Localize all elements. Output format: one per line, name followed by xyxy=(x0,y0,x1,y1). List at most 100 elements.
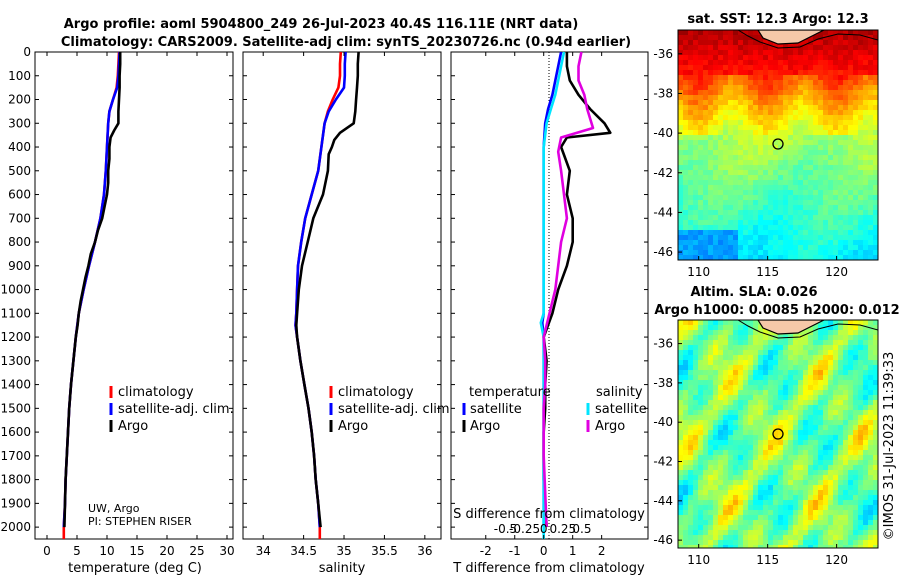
map-cell xyxy=(843,340,849,346)
map-cell xyxy=(743,250,749,256)
map-cell xyxy=(803,95,809,101)
map-cell xyxy=(713,340,719,346)
map-cell xyxy=(823,210,829,216)
xtick-label: 20 xyxy=(159,544,174,558)
map-cell xyxy=(708,510,714,516)
map-cell xyxy=(853,520,859,526)
map-cell xyxy=(683,105,689,111)
map-cell xyxy=(723,135,729,141)
map-cell xyxy=(713,60,719,66)
map-cell xyxy=(718,225,724,231)
map-cell xyxy=(773,125,779,131)
map-cell xyxy=(723,355,729,361)
map-cell xyxy=(833,390,839,396)
map-cell xyxy=(773,255,779,260)
map-cell xyxy=(748,545,754,548)
map-cell xyxy=(798,225,804,231)
map-cell xyxy=(753,430,759,436)
map-cell xyxy=(773,395,779,401)
map-cell xyxy=(823,370,829,376)
map-cell xyxy=(698,200,704,206)
map-cell xyxy=(773,240,779,246)
map-cell xyxy=(743,380,749,386)
ytick-label: 1100 xyxy=(0,306,31,320)
map-cell xyxy=(708,65,714,71)
map-cell xyxy=(868,420,874,426)
map-cell xyxy=(713,375,719,381)
map-cell xyxy=(768,475,774,481)
map-cell xyxy=(728,155,734,161)
map-cell xyxy=(738,365,744,371)
map-cell xyxy=(838,455,844,461)
map-cell xyxy=(678,370,684,376)
map-cell xyxy=(678,135,684,141)
map-cell xyxy=(868,185,874,191)
map-cell xyxy=(698,30,704,36)
map-cell xyxy=(753,525,759,531)
map-cell xyxy=(838,145,844,151)
map-cell xyxy=(763,345,769,351)
map-cell xyxy=(718,250,724,256)
map-cell xyxy=(798,530,804,536)
map-cell xyxy=(848,75,854,81)
map-cell xyxy=(768,170,774,176)
map-cell xyxy=(763,365,769,371)
map-cell xyxy=(753,130,759,136)
map-cell xyxy=(798,480,804,486)
map-cell xyxy=(803,250,809,256)
map-cell xyxy=(753,390,759,396)
map-cell xyxy=(813,130,819,136)
map-cell xyxy=(813,435,819,441)
map-cell xyxy=(778,80,784,86)
map-cell xyxy=(838,190,844,196)
map-cell xyxy=(858,465,864,471)
map-cell xyxy=(723,140,729,146)
map-cell xyxy=(868,70,874,76)
map-cell xyxy=(748,205,754,211)
map-cell xyxy=(738,215,744,221)
map-cell xyxy=(798,205,804,211)
map-cell xyxy=(693,380,699,386)
map-cell xyxy=(783,150,789,156)
map-cell xyxy=(753,530,759,536)
map-cell xyxy=(868,520,874,526)
map-cell xyxy=(753,400,759,406)
map-cell xyxy=(723,325,729,331)
map-cell xyxy=(783,130,789,136)
map-cell xyxy=(798,150,804,156)
map-cell xyxy=(758,470,764,476)
map-cell xyxy=(683,205,689,211)
map-cell xyxy=(828,405,834,411)
map-cell xyxy=(763,170,769,176)
map-cell xyxy=(703,520,709,526)
map-cell xyxy=(723,160,729,166)
map-cell xyxy=(838,180,844,186)
map-cell xyxy=(698,245,704,251)
map-cell xyxy=(698,120,704,126)
map-cell xyxy=(808,195,814,201)
map-cell xyxy=(848,345,854,351)
map-cell xyxy=(748,45,754,51)
map-cell xyxy=(753,405,759,411)
map-cell xyxy=(783,140,789,146)
map-cell xyxy=(723,130,729,136)
map-cell xyxy=(873,145,878,151)
map-cell xyxy=(703,145,709,151)
map-cell xyxy=(813,75,819,81)
map-cell xyxy=(688,250,694,256)
map-cell xyxy=(738,75,744,81)
map-cell xyxy=(713,105,719,111)
map-cell xyxy=(693,355,699,361)
map-cell xyxy=(833,110,839,116)
map-cell xyxy=(688,80,694,86)
map-cell xyxy=(693,340,699,346)
map-cell xyxy=(823,255,829,260)
map-cell xyxy=(863,250,869,256)
map-cell xyxy=(803,505,809,511)
map-cell xyxy=(828,225,834,231)
map-cell xyxy=(843,155,849,161)
map-cell xyxy=(693,545,699,548)
map-cell xyxy=(753,140,759,146)
map-cell xyxy=(683,180,689,186)
map-cell xyxy=(738,320,744,326)
